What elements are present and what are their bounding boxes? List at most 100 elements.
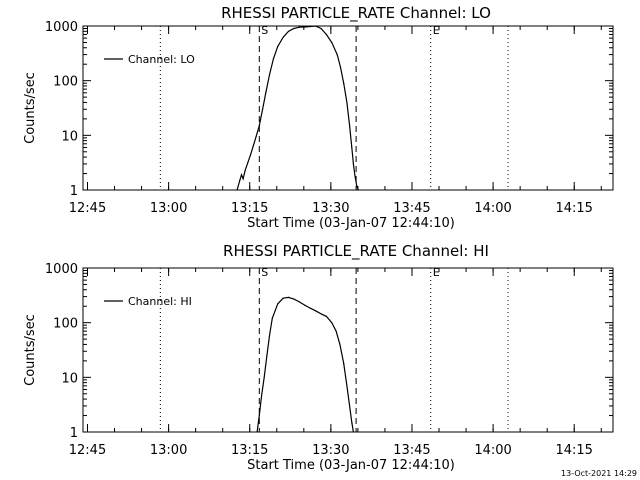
series-line: [256, 296, 354, 433]
data-point: [239, 179, 241, 181]
x-tick-label: 13:15: [231, 201, 268, 216]
x-tick-label: 13:30: [312, 443, 349, 458]
data-point: [244, 169, 246, 171]
x-tick-label: 13:45: [393, 443, 430, 458]
data-point: [277, 303, 279, 305]
data-point: [258, 414, 260, 417]
data-point: [349, 405, 351, 407]
y-tick-label: 1: [70, 184, 78, 199]
data-point: [325, 33, 327, 36]
data-point: [256, 431, 258, 433]
generated-timestamp: 13-Oct-2021 14:29: [561, 469, 637, 478]
data-point: [315, 25, 317, 27]
data-point: [271, 317, 273, 319]
x-tick-label: 13:00: [150, 201, 187, 216]
y-tick-label: 100: [53, 317, 78, 332]
data-point: [320, 313, 322, 315]
y-tick-label: 10: [61, 129, 78, 144]
y-axis-label: Counts/sec: [23, 314, 38, 386]
data-point: [331, 41, 333, 44]
data-point: [265, 92, 267, 94]
marker-label: S: [261, 266, 268, 279]
data-point: [335, 330, 337, 332]
data-point: [320, 27, 322, 30]
data-point: [262, 108, 264, 110]
plot-frame: [82, 25, 614, 191]
data-point: [351, 421, 353, 423]
data-point: [339, 343, 341, 345]
data-point: [346, 101, 348, 103]
data-point: [242, 178, 244, 180]
data-point: [304, 304, 306, 306]
data-point: [352, 163, 354, 165]
data-point: [352, 431, 354, 433]
data-point: [354, 175, 356, 177]
data-point: [269, 334, 271, 336]
data-point: [266, 355, 268, 357]
y-tick-label: 1000: [45, 262, 78, 277]
x-tick-label: 12:45: [69, 443, 106, 458]
data-point: [247, 161, 249, 163]
data-point: [336, 54, 338, 56]
y-tick-label: 10: [61, 371, 78, 386]
chart-title: RHESSI PARTICLE_RATE Channel: HI: [223, 242, 489, 261]
chart-panel-1: RHESSI PARTICLE_RATE Channel: HI E S 1 10 100…: [23, 242, 614, 473]
data-point: [356, 185, 358, 187]
data-point: [351, 146, 353, 149]
plot-frame: [82, 267, 614, 433]
data-point: [309, 25, 311, 28]
y-tick-label: 100: [53, 75, 78, 90]
data-point: [343, 82, 345, 84]
y-tick-label: 1: [70, 426, 78, 441]
data-point: [315, 310, 317, 312]
y-axis-label: Counts/sec: [23, 72, 38, 144]
data-point: [309, 307, 311, 309]
legend-entry: Channel: LO: [128, 53, 195, 66]
x-tick-label: 13:30: [312, 201, 349, 216]
x-tick-label: 14:15: [555, 443, 592, 458]
data-point: [343, 362, 345, 364]
data-point: [293, 298, 295, 300]
data-point: [250, 153, 252, 155]
data-point: [255, 136, 257, 138]
data-point: [339, 66, 341, 68]
data-point: [298, 301, 300, 303]
data-point: [258, 125, 260, 127]
data-point: [282, 36, 284, 38]
data-point: [260, 395, 263, 397]
data-point: [287, 296, 290, 298]
data-point: [269, 73, 271, 75]
legend-entry: Channel: HI: [128, 295, 192, 308]
data-point: [349, 125, 351, 127]
data-point: [252, 145, 254, 147]
data-point: [325, 315, 327, 317]
x-axis-label: Start Time (03-Jan-07 12:44:10): [247, 458, 455, 473]
chart-panel-0: RHESSI PARTICLE_RATE Channel: LOE S 1 10 100…: [23, 4, 614, 231]
data-point: [293, 27, 295, 30]
y-tick-label: 1000: [45, 20, 78, 35]
data-point: [272, 58, 274, 60]
x-tick-label: 13:00: [150, 443, 187, 458]
data-point: [263, 376, 265, 378]
data-point: [304, 26, 306, 28]
data-point: [346, 385, 348, 387]
x-tick-label: 13:45: [393, 201, 430, 216]
data-point: [357, 189, 359, 191]
marker-label: E: [433, 266, 440, 279]
data-point: [282, 297, 284, 299]
x-tick-label: 14:15: [555, 201, 592, 216]
data-point: [287, 30, 290, 32]
data-point: [298, 26, 300, 28]
x-tick-label: 12:45: [69, 201, 106, 216]
marker-label: E: [433, 24, 440, 37]
data-point: [277, 46, 279, 48]
x-axis-label: Start Time (03-Jan-07 12:44:10): [247, 216, 455, 231]
x-tick-label: 14:00: [474, 201, 511, 216]
data-point: [236, 189, 238, 191]
data-point: [331, 322, 333, 324]
chart-title: RHESSI PARTICLE_RATE Channel: LO: [221, 4, 491, 23]
x-tick-label: 14:00: [474, 443, 511, 458]
x-tick-label: 13:15: [231, 443, 268, 458]
marker-label: S: [261, 24, 268, 37]
